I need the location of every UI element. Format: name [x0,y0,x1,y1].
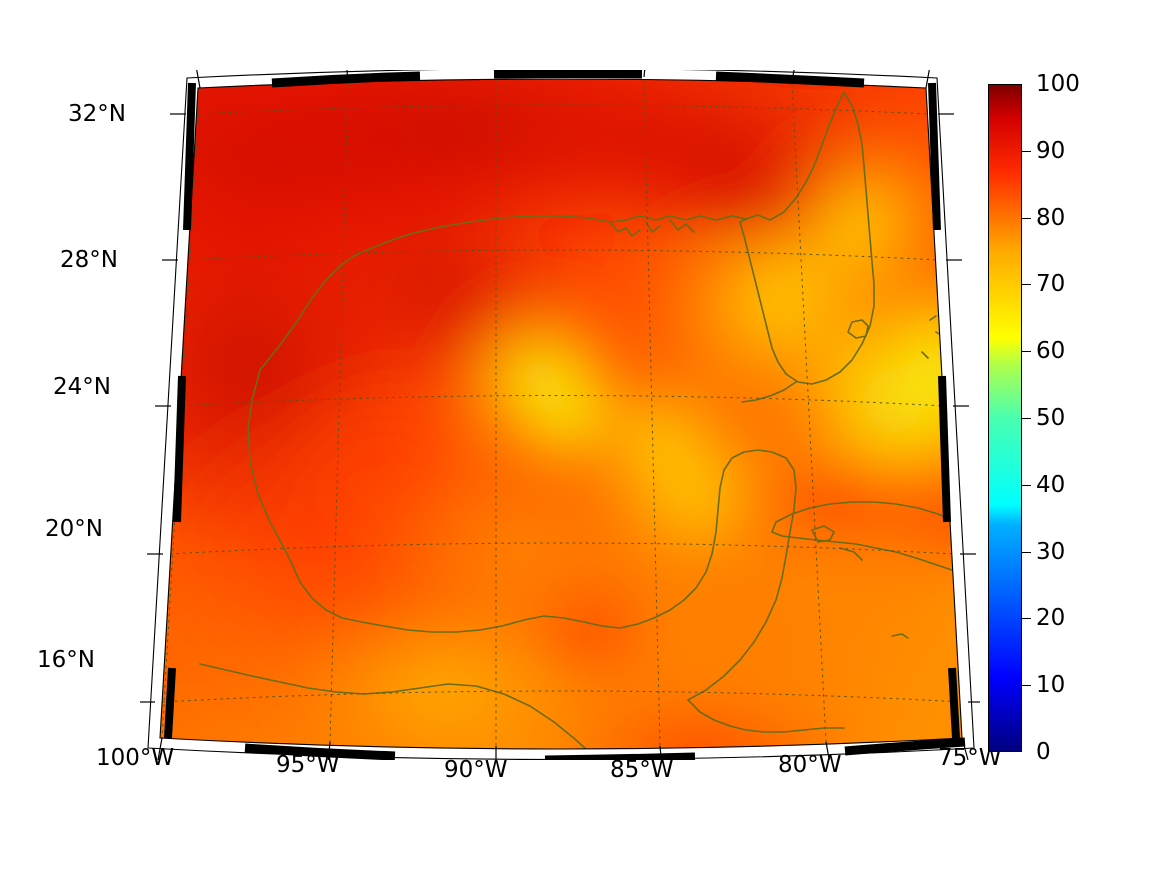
colorbar-label-100: 100 [1036,71,1080,97]
ytick-label-24n: 24°N [53,374,111,400]
colorbar-tick-40 [1022,484,1031,486]
colorbar-label-70: 70 [1036,271,1066,298]
ytick-label-28n: 28°N [60,247,118,273]
colorbar-label-80: 80 [1036,204,1066,231]
xtick-label-95w: 95°W [276,752,340,778]
xtick-label-85w: 85°W [610,757,674,783]
colorbar-tick-90 [1022,150,1031,152]
coastlines [199,91,962,749]
colorbar-label-30: 30 [1036,538,1066,565]
map-svg [140,70,980,760]
colorbar-label-0: 0 [1036,739,1051,765]
xtick-label-90w: 90°W [444,757,508,783]
frame-ticks-bottom [244,737,966,760]
colorbar-label-40: 40 [1036,471,1066,498]
frame-ticks-left [164,82,196,739]
map-plot-area [140,70,980,760]
colorbar-tick-50 [1022,418,1031,419]
ytick-label-20n: 20°N [45,516,103,542]
ytick-label-16n: 16°N [37,647,95,673]
colorbar-tick-20 [1022,618,1031,620]
colorbar-label-90: 90 [1036,137,1066,164]
xtick-label-100w: 100°W [96,745,175,771]
ytick-label-32n: 32°N [68,101,126,127]
colorbar-tick-60 [1022,351,1031,353]
xtick-label-80w: 80°W [778,752,842,778]
colorbar-tick-70 [1022,284,1031,286]
axis-tick-marks [140,70,980,760]
colorbar-tick-10 [1022,685,1031,687]
temperature-raster [160,79,962,749]
colorbar-label-20: 20 [1036,605,1066,632]
colorbar-label-60: 60 [1036,338,1066,365]
frame-ticks-right [928,82,960,739]
colorbar-label-10: 10 [1036,672,1066,699]
frame-ticks-top [271,70,865,88]
colorbar-label-50: 50 [1036,405,1066,431]
colorbar[interactable]: 0 10 20 30 40 50 60 70 80 90 100 [988,71,1080,765]
colorbar-tick-30 [1022,551,1031,553]
colorbar-gradient [988,84,1022,752]
colorbar-tick-80 [1022,217,1031,219]
